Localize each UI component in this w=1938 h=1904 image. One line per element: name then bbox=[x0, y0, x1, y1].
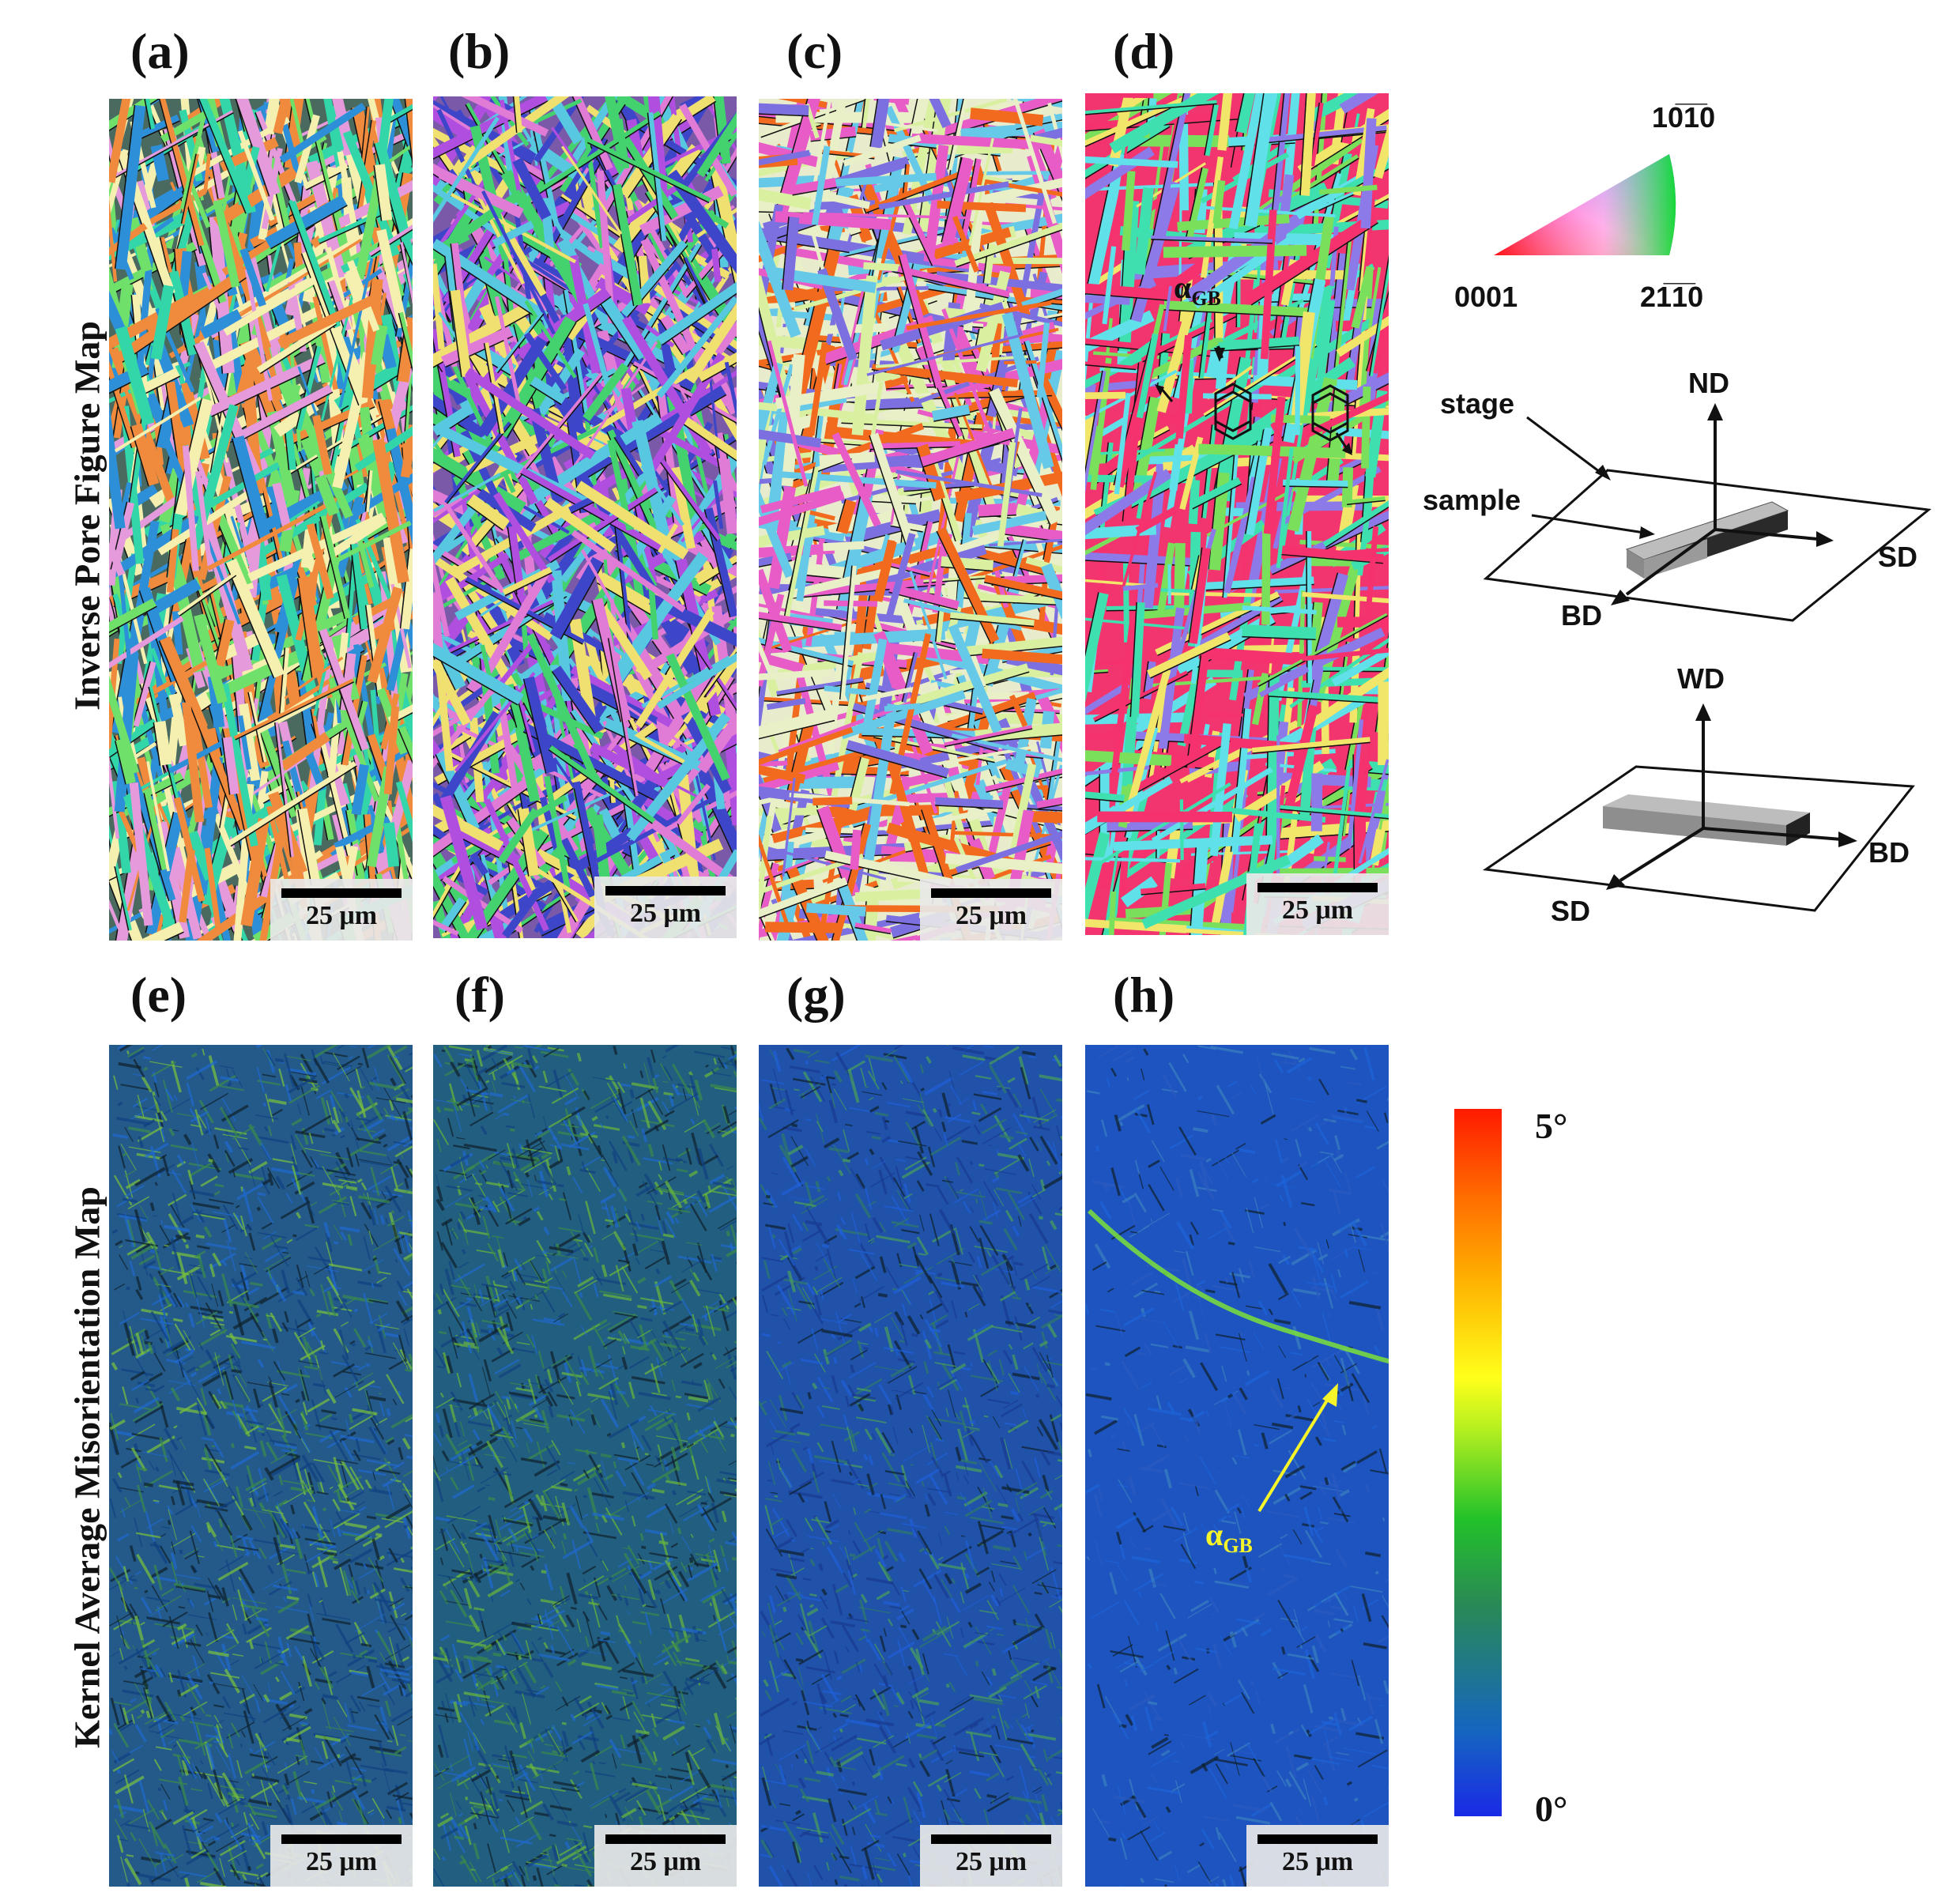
kam-map-f: 25 μm bbox=[433, 1045, 737, 1887]
row-label-ipf: Inverse Pore Figure Map bbox=[66, 321, 107, 711]
alpha-gb-label-kam: αGB bbox=[1205, 1516, 1253, 1558]
ipf-map-c: 25 μm bbox=[759, 99, 1062, 941]
ipf-key-left-label: 0001 bbox=[1454, 281, 1518, 313]
ipf-map-d-texture bbox=[1085, 93, 1389, 935]
alpha-gb-label-kam-symbol: α bbox=[1205, 1517, 1224, 1552]
scale-bar-h-label: 25 μm bbox=[1281, 1847, 1354, 1876]
ipf-d-annotations bbox=[1155, 345, 1352, 455]
sample-orientation-schematic-top bbox=[1483, 403, 1932, 622]
panel-label-d: (d) bbox=[1113, 23, 1175, 79]
label-sd-bottom: SD bbox=[1551, 895, 1591, 927]
alpha-gb-label-ipf-sub: GB bbox=[1191, 287, 1221, 310]
label-bd-bottom: BD bbox=[1868, 836, 1910, 869]
scale-bar-g: 25 μm bbox=[920, 1825, 1062, 1887]
alpha-gb-label-kam-sub: GB bbox=[1223, 1534, 1253, 1557]
panel-label-f: (f) bbox=[454, 967, 505, 1023]
scale-bar-h: 25 μm bbox=[1246, 1825, 1389, 1887]
colorbar-max-label: 5° bbox=[1535, 1106, 1568, 1146]
row-label-kam: Kernel Average Misorientation Map bbox=[66, 1186, 107, 1748]
kam-colorbar bbox=[1454, 1109, 1502, 1816]
kam-map-e-texture bbox=[109, 1045, 413, 1887]
scale-bar-b: 25 μm bbox=[594, 877, 737, 938]
scale-bar-c-label: 25 μm bbox=[955, 901, 1027, 930]
kam-map-f-texture bbox=[433, 1045, 737, 1887]
kam-map-h: αGB 25 μm bbox=[1085, 1045, 1389, 1887]
kam-map-g-texture bbox=[759, 1045, 1062, 1887]
label-sample: sample bbox=[1423, 484, 1521, 516]
colorbar-min-label: 0° bbox=[1535, 1789, 1568, 1829]
scale-bar-c: 25 μm bbox=[920, 879, 1062, 941]
panel-label-a: (a) bbox=[130, 23, 190, 79]
ipf-map-d: 25 μm αGB bbox=[1085, 93, 1389, 935]
scale-bar-f: 25 μm bbox=[594, 1825, 737, 1887]
scale-bar-g-label: 25 μm bbox=[955, 1847, 1027, 1876]
scale-bar-f-label: 25 μm bbox=[629, 1847, 702, 1876]
alpha-gb-label-ipf-symbol: α bbox=[1174, 270, 1192, 305]
sample-orientation-schematic-bottom bbox=[1482, 703, 1915, 912]
label-wd: WD bbox=[1677, 662, 1725, 695]
ipf-map-a: 25 μm bbox=[109, 99, 413, 941]
kam-map-e: 25 μm bbox=[109, 1045, 413, 1887]
ipf-color-key bbox=[1494, 154, 1676, 255]
panel-label-b: (b) bbox=[448, 23, 511, 79]
scale-bar-b-label: 25 μm bbox=[629, 899, 702, 928]
panel-label-e: (e) bbox=[130, 967, 187, 1023]
label-stage: stage bbox=[1440, 387, 1515, 420]
scale-bar-a-label: 25 μm bbox=[305, 901, 378, 930]
ipf-map-b: 25 μm bbox=[433, 96, 737, 938]
scale-bar-a: 25 μm bbox=[270, 879, 413, 941]
ipf-key-top-label: 10̅1̅0 bbox=[1652, 101, 1716, 134]
ipf-map-b-texture bbox=[433, 96, 737, 938]
scale-bar-e-label: 25 μm bbox=[305, 1847, 378, 1876]
ipf-map-a-texture bbox=[109, 99, 413, 941]
alpha-gb-label-ipf: αGB bbox=[1174, 269, 1221, 311]
scale-bar-d: 25 μm bbox=[1246, 873, 1389, 935]
label-sd-top: SD bbox=[1878, 541, 1918, 573]
label-nd: ND bbox=[1688, 367, 1729, 399]
kam-h-annotations bbox=[1087, 1208, 1389, 1513]
scale-bar-e: 25 μm bbox=[270, 1825, 413, 1887]
kam-map-g: 25 μm bbox=[759, 1045, 1062, 1887]
label-bd-top: BD bbox=[1561, 599, 1602, 632]
panel-label-g: (g) bbox=[786, 967, 846, 1023]
kam-map-h-texture bbox=[1085, 1045, 1389, 1887]
panel-label-c: (c) bbox=[786, 23, 843, 79]
scale-bar-d-label: 25 μm bbox=[1281, 895, 1354, 925]
ipf-key-right-label: 21̅1̅0 bbox=[1640, 281, 1704, 313]
ipf-map-c-texture bbox=[759, 99, 1062, 941]
panel-label-h: (h) bbox=[1113, 967, 1175, 1023]
